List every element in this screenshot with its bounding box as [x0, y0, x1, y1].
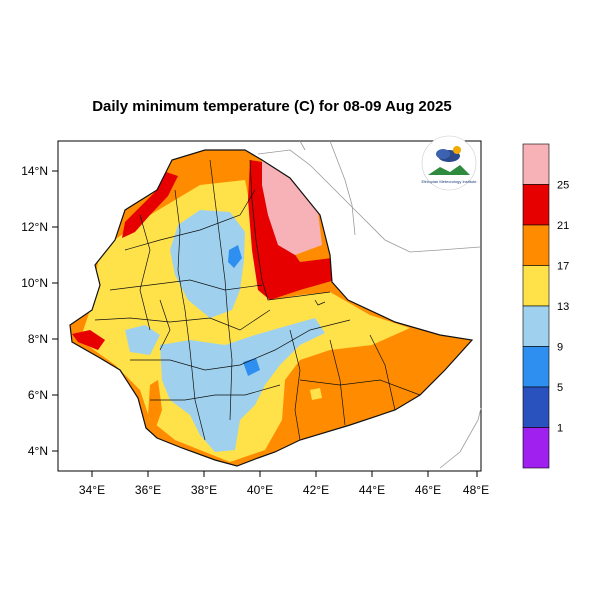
- colorbar-level-label: 9: [557, 342, 563, 354]
- colorbar-box: [522, 265, 550, 307]
- field-9-13-west: [125, 325, 160, 355]
- colorbar-box: [522, 427, 550, 469]
- y-tick-label: 12°N: [21, 220, 48, 234]
- mountain-icon: [428, 165, 470, 175]
- x-tick-label: 38°E: [191, 483, 217, 497]
- colorbar-level-label: 17: [557, 261, 569, 273]
- colorbar-box: [522, 143, 550, 185]
- y-tick-label: 6°N: [28, 388, 48, 402]
- colorbar-level-label: 25: [557, 180, 569, 192]
- colorbar-level-label: 5: [557, 382, 563, 394]
- field-5-9-south: [243, 358, 260, 376]
- colorbar-level-label: 13: [557, 301, 569, 313]
- x-tick-label: 36°E: [135, 483, 161, 497]
- field-17-21-west-pocket: [148, 380, 162, 430]
- colorbar-box: [522, 184, 550, 226]
- field-over-25-danakil: [262, 160, 322, 255]
- x-tick-label: 40°E: [247, 483, 273, 497]
- neighbour-borders: [257, 140, 482, 469]
- x-tick-label: 46°E: [415, 483, 441, 497]
- colorbar-box: [522, 346, 550, 388]
- y-tick-label: 10°N: [21, 276, 48, 290]
- field-13-17-east-spot: [310, 388, 322, 400]
- chart-title: Daily minimum temperature (C) for 08-09 …: [92, 98, 452, 115]
- y-tick-label: 14°N: [21, 164, 48, 178]
- colorbar-level-label: 1: [557, 423, 563, 435]
- y-axis: [52, 170, 58, 452]
- colorbar: 25 21 17 13 9 5 1: [522, 143, 569, 469]
- logo-text: Ethiopian Meteorology Institute: [422, 179, 478, 184]
- colorbar-box: [522, 386, 550, 428]
- field-21-25-gambella: [72, 330, 105, 350]
- field-9-13-south: [160, 318, 325, 452]
- x-tick-label: 34°E: [79, 483, 105, 497]
- field-5-9-north: [228, 245, 242, 268]
- x-tick-label: 48°E: [463, 483, 489, 497]
- y-tick-label: 8°N: [28, 332, 48, 346]
- x-tick-label: 42°E: [303, 483, 329, 497]
- colorbar-box: [522, 224, 550, 266]
- field-21-25-afar: [248, 160, 335, 300]
- field-13-17-central: [80, 180, 410, 462]
- sun-icon: [453, 146, 461, 154]
- field-21-25-northwest: [122, 172, 178, 238]
- x-axis: [91, 471, 478, 477]
- x-tick-label: 44°E: [359, 483, 385, 497]
- colorbar-level-label: 21: [557, 220, 569, 232]
- field-9-13-north: [170, 210, 245, 318]
- admin-boundaries: [69, 149, 474, 467]
- y-tick-label: 4°N: [28, 444, 48, 458]
- colorbar-box: [522, 305, 550, 347]
- ethiopian-meteorology-institute-logo: Ethiopian Meteorology Institute: [422, 135, 478, 191]
